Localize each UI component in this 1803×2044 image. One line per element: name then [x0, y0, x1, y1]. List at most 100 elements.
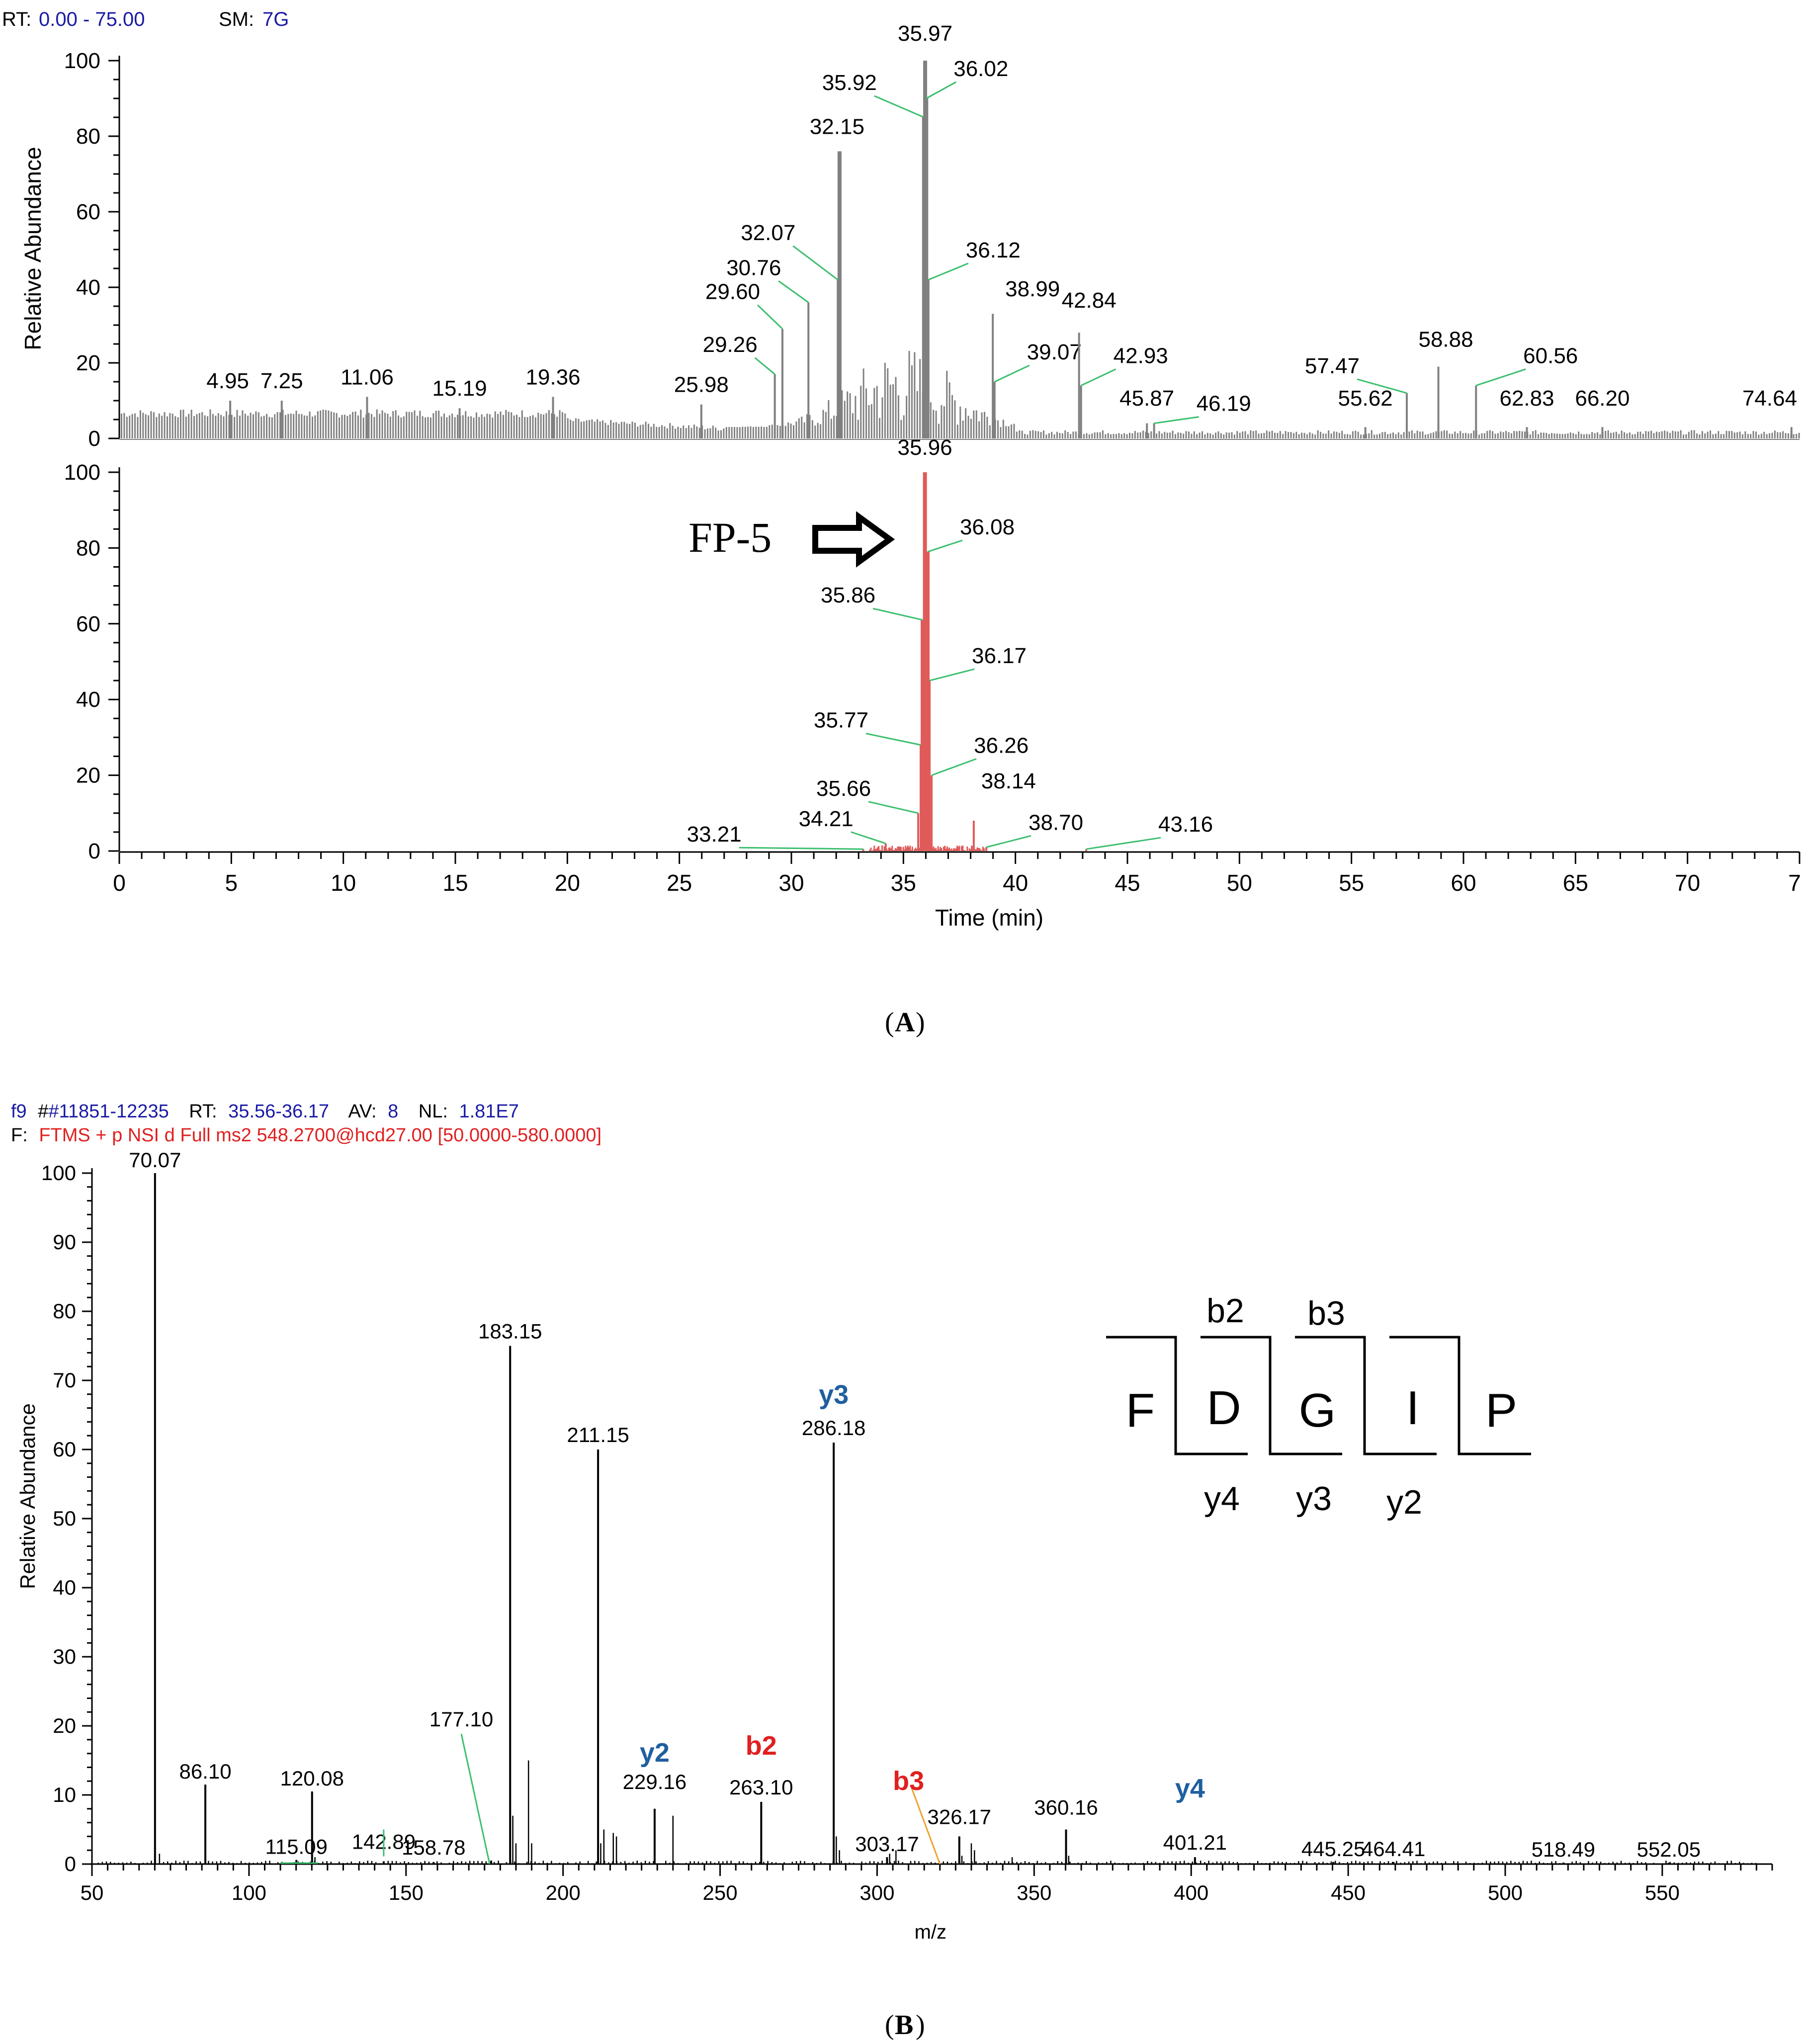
peak-label: 35.77	[814, 708, 868, 733]
y-tick-label: 70	[53, 1368, 76, 1392]
peak-label: 177.10	[429, 1707, 493, 1731]
label-leader	[872, 607, 923, 621]
label-leader	[1081, 368, 1116, 386]
y-tick-label: 20	[53, 1714, 76, 1737]
peak-label: 36.02	[953, 57, 1008, 81]
caption-b: ( B )	[885, 2010, 925, 2041]
y-tick-label: 0	[88, 839, 100, 863]
peak-label: 11.06	[341, 365, 394, 389]
x-tick-label: 5	[225, 870, 238, 896]
b-ion-label-1: b2	[1206, 1292, 1244, 1330]
fp5-annotation: FP-5	[688, 511, 895, 568]
peak-label: 55.62	[1338, 386, 1393, 411]
label-leader	[754, 357, 775, 375]
peak-label: 115.09	[265, 1835, 328, 1859]
peak-label: 15.19	[432, 376, 487, 401]
peak-label: 25.98	[674, 373, 729, 397]
x-tick-label: 50	[81, 1881, 104, 1904]
label-leader	[994, 364, 1030, 383]
label-leader	[460, 1733, 491, 1865]
peak-label: 360.16	[1034, 1796, 1098, 1819]
y-tick-label: 80	[76, 536, 100, 560]
peak-label: 43.16	[1158, 812, 1213, 837]
label-leader	[865, 733, 921, 746]
fp5-label: FP-5	[688, 513, 772, 561]
y-tick-label: 0	[65, 1852, 76, 1875]
scan-prefix: f9	[11, 1101, 27, 1122]
x-tick-label: 65	[1563, 870, 1588, 896]
peak-label: 35.96	[898, 435, 952, 460]
y-tick-label: 80	[53, 1299, 76, 1323]
peak-label: 29.26	[703, 333, 758, 357]
ion-label-b3: b3	[893, 1766, 924, 1796]
peak-label: 229.16	[623, 1770, 687, 1793]
y-axis-label: Relative Abundance	[16, 1403, 39, 1589]
x-tick-label: 30	[778, 870, 804, 896]
scan-hash: #	[38, 1101, 48, 1122]
y-ion-label-1: y4	[1204, 1480, 1240, 1518]
label-leader	[874, 95, 925, 118]
x-tick-label: 55	[1339, 870, 1364, 896]
x-tick-label: 100	[232, 1881, 266, 1904]
scan-rt-label: RT:	[189, 1101, 217, 1122]
peak-label: 45.87	[1119, 386, 1174, 411]
peptide-diagram: F D G I P b2 b3 y4 y3 y2	[1106, 1292, 1531, 1521]
x-tick-label: 25	[667, 870, 692, 896]
y-axis-label: Relative Abundance	[20, 147, 46, 350]
peak-label: 39.07	[1027, 340, 1082, 364]
sm-value: 7G	[262, 8, 289, 30]
right-arrow-icon	[812, 511, 895, 568]
x-tick-label: 150	[389, 1881, 424, 1904]
b-ion-bracket-1	[1106, 1336, 1248, 1455]
residue-1: F	[1126, 1384, 1155, 1437]
peak-label: 86.10	[179, 1760, 232, 1783]
scan-rt-value: 35.56-36.17	[228, 1101, 329, 1122]
panel-a-header: RT: 0.00 - 75.00 SM: 7G	[2, 8, 289, 30]
peak-label: 36.08	[960, 515, 1015, 539]
ms2-spectrum: 0 10 20 30 40 50 60 70 80 90 100 50 100 150 200 250 300 3…	[16, 1148, 1773, 1943]
y-tick-label: 60	[76, 200, 100, 224]
residue-3: G	[1299, 1384, 1336, 1437]
peak-label: 42.84	[1062, 288, 1116, 313]
label-leader	[931, 758, 977, 776]
x-tick-label: 10	[331, 870, 356, 896]
baseline-trace	[869, 845, 985, 851]
y-tick-label: 30	[53, 1645, 76, 1668]
y-tick-label: 90	[53, 1230, 76, 1254]
peak-label: 35.97	[898, 21, 952, 46]
residue-4: I	[1406, 1381, 1420, 1435]
label-leader	[757, 304, 783, 330]
peak-label: 35.66	[816, 776, 871, 801]
label-leader	[1357, 378, 1407, 394]
y-ion-label-3: y2	[1386, 1483, 1422, 1521]
y-tick-label: 40	[76, 275, 100, 300]
b-ion-label-2: b3	[1307, 1294, 1345, 1332]
y-tick-label: 10	[53, 1783, 76, 1806]
x-tick-label: 60	[1451, 870, 1476, 896]
y-tick-label: 20	[76, 351, 100, 375]
caption-b-open: (	[885, 2010, 894, 2041]
label-leader	[1475, 368, 1526, 387]
peak-label: 518.49	[1532, 1838, 1595, 1861]
peak-label: 464.41	[1362, 1837, 1425, 1861]
peak-label: 183.15	[478, 1320, 542, 1343]
y-ion-label-2: y3	[1296, 1480, 1332, 1518]
y-tick-label: 60	[53, 1438, 76, 1461]
b-ion-bracket-2	[1201, 1336, 1342, 1455]
x-tick-label: 200	[546, 1881, 581, 1904]
peak-label: 36.26	[974, 734, 1029, 758]
peak-label: 35.92	[822, 71, 877, 95]
peak-label: 60.56	[1523, 344, 1578, 368]
y-tick-label: 80	[76, 124, 100, 149]
x-tick-label: 70	[1675, 870, 1700, 896]
label-leader	[1086, 837, 1161, 850]
scan-range: #11851-12235	[48, 1101, 169, 1122]
caption-b-letter: B	[895, 2010, 913, 2041]
y-tick-label: 50	[53, 1507, 76, 1530]
scan-av-label: AV:	[348, 1101, 376, 1122]
ion-label-y3: y3	[819, 1380, 849, 1410]
peak-label: 32.07	[741, 221, 795, 245]
residue-2: D	[1206, 1381, 1241, 1435]
label-leader	[792, 245, 839, 280]
peak-label: 66.20	[1575, 386, 1630, 411]
